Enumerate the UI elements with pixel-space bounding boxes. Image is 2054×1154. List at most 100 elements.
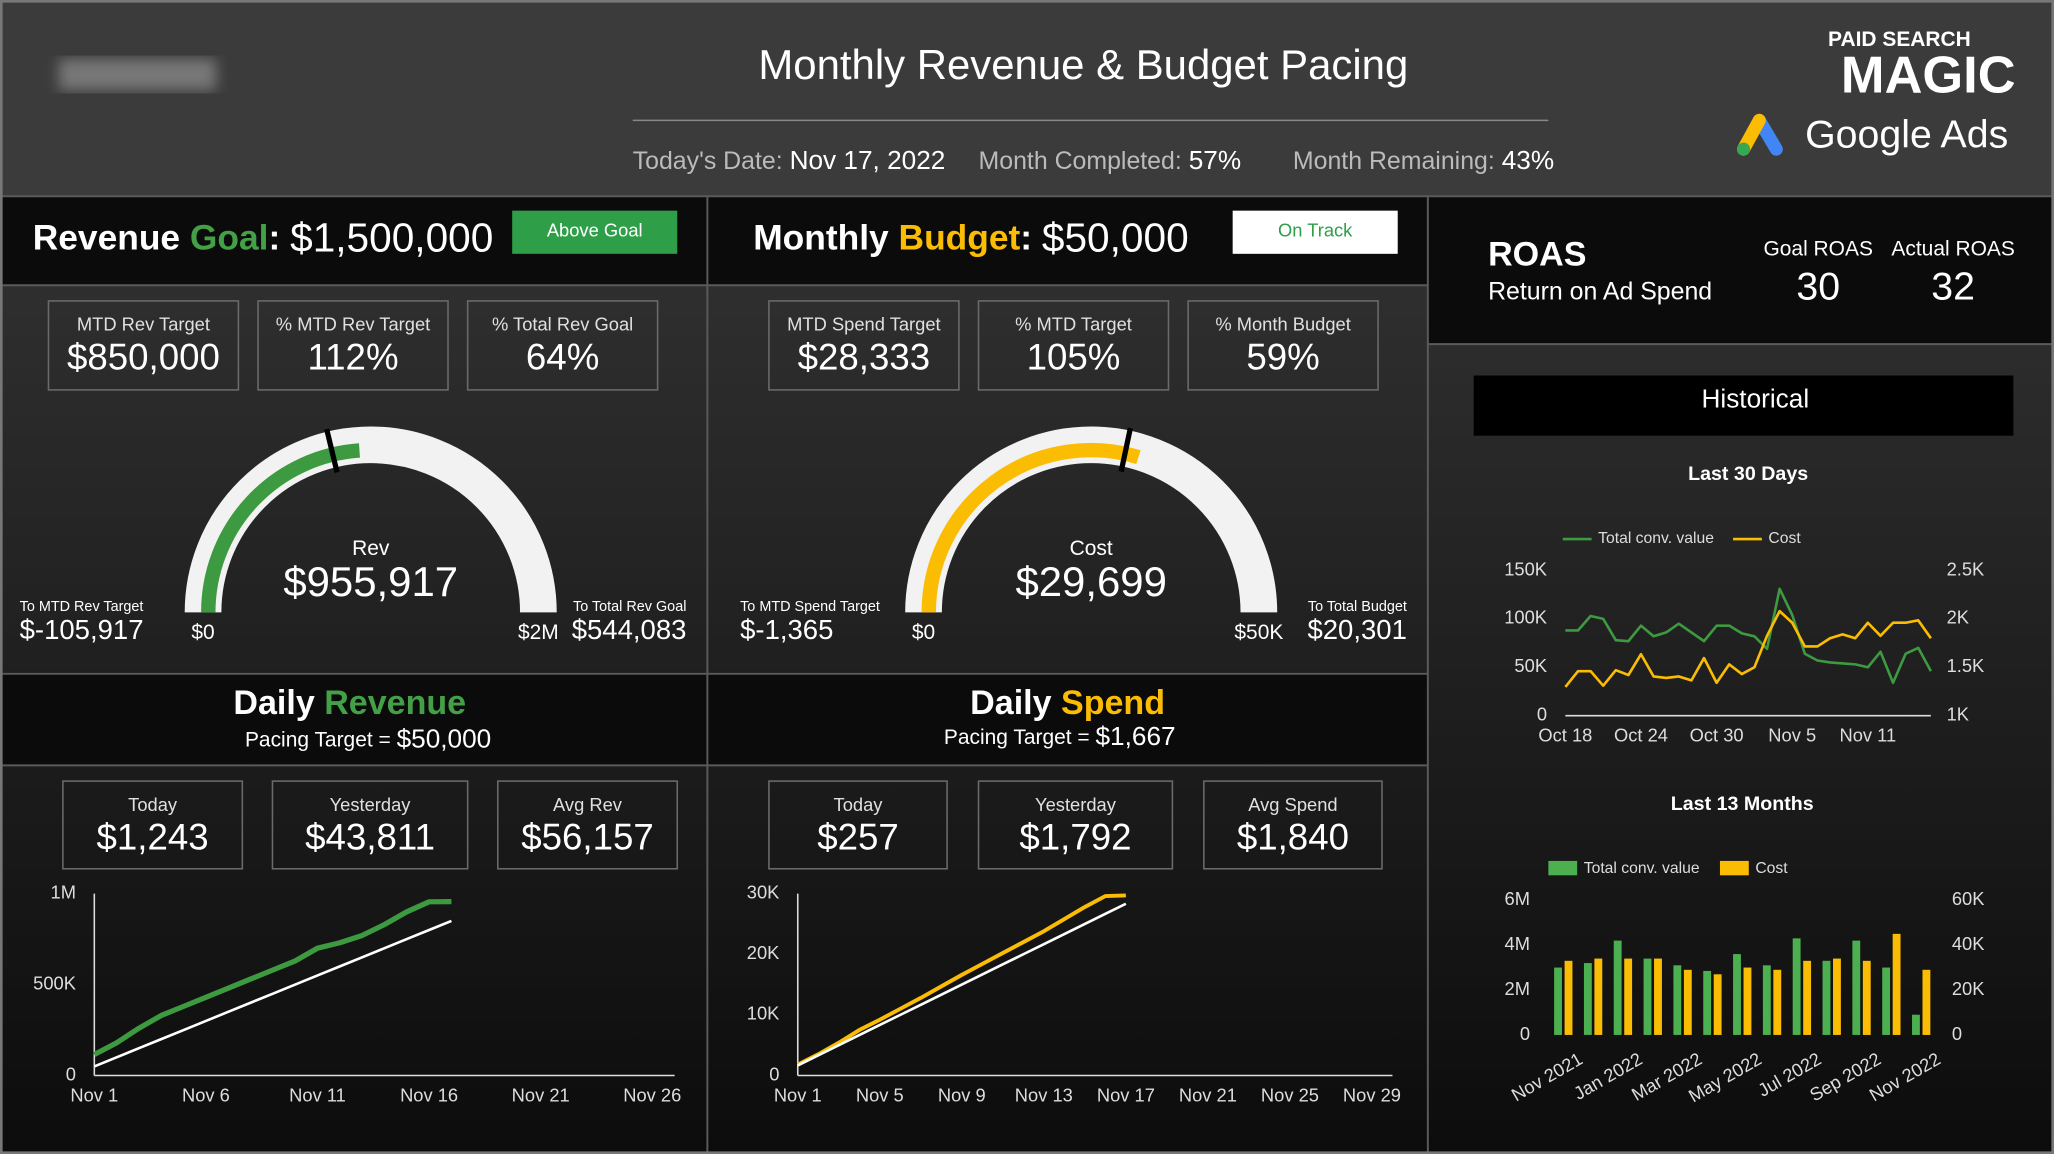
- bar: [1762, 965, 1771, 1035]
- kpi-value: $43,811: [305, 817, 435, 858]
- gauge-value-label: $29,699: [1015, 558, 1166, 605]
- legend-label: Total conv. value: [1598, 530, 1714, 547]
- kpi-label: Today: [834, 794, 884, 815]
- x-tick-label: Nov 11: [289, 1084, 346, 1105]
- pacing-label: Pacing Target =: [245, 728, 391, 751]
- kpi-value: $1,792: [1019, 817, 1131, 858]
- bar: [1683, 969, 1692, 1035]
- pacing-line: Pacing Target = $1,667: [944, 721, 1176, 751]
- kpi-label: Avg Spend: [1248, 794, 1337, 815]
- bar: [1922, 969, 1931, 1035]
- y2-tick-label: 2.5K: [1947, 558, 1985, 579]
- goal: $50,000: [1042, 214, 1189, 260]
- bar: [1703, 970, 1712, 1035]
- remaining-label: Month Remaining:: [1293, 147, 1495, 175]
- legend-label: Total conv. value: [1584, 860, 1700, 877]
- gap: $544,083: [572, 614, 687, 645]
- kpi-value: $850,000: [67, 337, 220, 378]
- y2-tick-label: 1K: [1947, 704, 1970, 725]
- header-band: [0, 0, 2054, 197]
- pacing: $50,000: [397, 723, 492, 753]
- date-line: Today's Date: Nov 17, 2022: [633, 145, 946, 175]
- y-tick-label: 500K: [33, 972, 77, 993]
- x-tick-label: Oct 24: [1614, 724, 1668, 745]
- x-tick-label: Nov 11: [1839, 724, 1896, 745]
- y2-tick-label: 20K: [1952, 978, 1985, 999]
- x-tick-label: Nov 9: [938, 1084, 986, 1105]
- completed-line: Month Completed: 57%: [979, 145, 1242, 175]
- completed-label: Month Completed:: [979, 147, 1182, 175]
- kpi-value: $1,840: [1237, 817, 1349, 858]
- line-series: [93, 919, 452, 1068]
- bar: [1564, 960, 1573, 1035]
- x-tick-label: Nov 1: [774, 1084, 822, 1105]
- blurred-logo: [58, 58, 217, 91]
- bar: [1833, 958, 1841, 1035]
- y-tick-label: 10K: [747, 1003, 780, 1024]
- x-tick-label: Nov 1: [70, 1084, 118, 1105]
- kpi-label: % Total Rev Goal: [492, 314, 633, 335]
- kpi-value: 64%: [526, 337, 599, 378]
- historical-bar: [1473, 375, 2014, 436]
- roas-label: Actual ROAS: [1891, 237, 2014, 260]
- kpi-box: [62, 780, 244, 870]
- bar: [1713, 974, 1722, 1035]
- bar: [1773, 969, 1782, 1035]
- kpi-value: $1,243: [97, 817, 209, 858]
- chart-title: Last 13 Months: [1671, 793, 1814, 815]
- gap: $-1,365: [740, 614, 833, 645]
- gauge-tick-label: $0: [191, 621, 214, 644]
- gap-label: To Total Budget: [1308, 599, 1407, 615]
- gauge-title: Cost: [1070, 537, 1113, 560]
- roas-value: 32: [1931, 265, 1975, 309]
- page-title: Monthly Revenue & Budget Pacing: [758, 41, 1408, 88]
- roas-title: ROAS: [1488, 235, 1586, 273]
- gap-label: To MTD Rev Target: [20, 599, 144, 615]
- pacing-label: Pacing Target =: [944, 725, 1090, 748]
- y-tick-label: 100K: [1504, 607, 1548, 628]
- goal: $1,500,000: [290, 214, 493, 260]
- line-series: [797, 902, 1127, 1067]
- title-part: Daily: [233, 684, 314, 722]
- kpi-label: % MTD Rev Target: [276, 314, 430, 335]
- budget-title: Monthly Budget: $50,000: [753, 214, 1188, 260]
- kpi-box: [768, 780, 948, 870]
- roas-header: [1427, 196, 2052, 345]
- google-ads-icon: [1736, 113, 1783, 156]
- gauge-tick-label: $2M: [518, 621, 559, 644]
- gauge-title: Rev: [352, 537, 390, 560]
- x-tick-label: Oct 30: [1690, 724, 1744, 745]
- x-tick-label: Nov 21: [512, 1084, 570, 1105]
- title-part: Goal: [190, 219, 269, 258]
- title-part: Revenue: [33, 219, 180, 258]
- kpi-label: Avg Rev: [553, 794, 623, 815]
- bar: [1792, 938, 1801, 1035]
- kpi-box: [977, 300, 1170, 391]
- gauge-value: [921, 442, 1141, 613]
- y-tick-label: 2M: [1505, 978, 1530, 999]
- gap: $-105,917: [20, 614, 144, 645]
- status-badge: [512, 210, 678, 254]
- bar: [1892, 933, 1901, 1035]
- y-tick-label: 0: [769, 1063, 779, 1084]
- kpi-label: % Month Budget: [1215, 314, 1350, 335]
- bar: [1852, 940, 1861, 1035]
- x-tick-label: Nov 21: [1179, 1084, 1237, 1105]
- title-part: Monthly: [753, 219, 889, 258]
- kpi-value: $257: [817, 817, 899, 858]
- panel-header: [707, 673, 1428, 766]
- bar: [1654, 958, 1662, 1035]
- bar: [1743, 967, 1752, 1035]
- daily-title: Daily Spend: [970, 684, 1165, 722]
- kpi-value: 105%: [1027, 337, 1121, 378]
- bar: [1733, 954, 1741, 1035]
- kpi-label: % MTD Target: [1015, 314, 1132, 335]
- kpi-value: 59%: [1246, 337, 1319, 378]
- bar: [1583, 963, 1592, 1035]
- kpi-value: $28,333: [798, 337, 931, 378]
- y-tick-label: 30K: [747, 881, 780, 902]
- kpi-value: $56,157: [521, 817, 654, 858]
- line-series: [796, 893, 1126, 1067]
